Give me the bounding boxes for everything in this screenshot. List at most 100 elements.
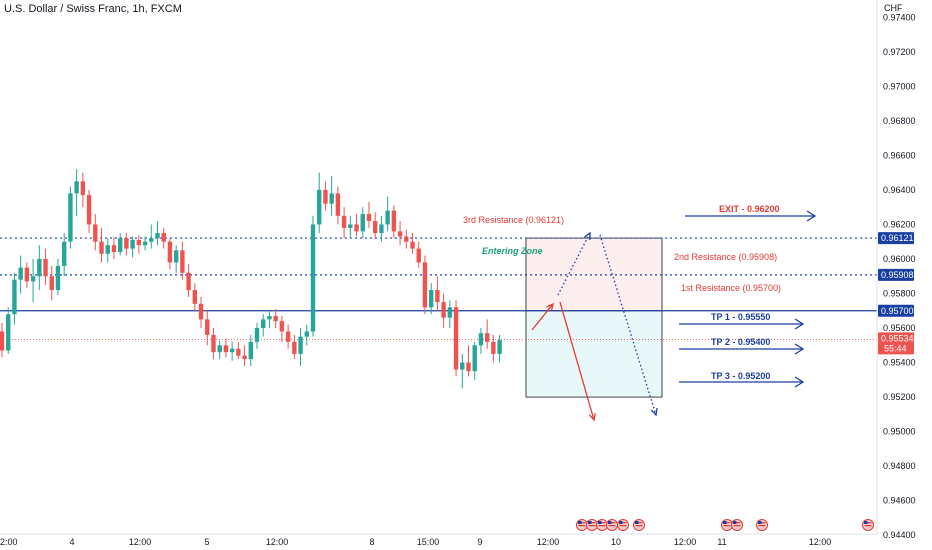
candle-body: [205, 319, 210, 335]
candle-body: [497, 340, 502, 354]
level-price-tag: [878, 268, 914, 281]
red-arrow-up: [531, 303, 554, 331]
candle-body: [298, 336, 303, 354]
candle-body: [397, 231, 403, 237]
exit-label: EXIT - 0.96200: [719, 204, 780, 214]
flag-canton: [588, 521, 592, 524]
resistance-zone: [525, 237, 663, 312]
candles: [0, 169, 502, 389]
tp1-label: TP 1 - 0.95550: [711, 312, 770, 322]
candle-body: [460, 362, 465, 370]
flag-stripe: [864, 525, 872, 527]
level-price-tag: [878, 232, 914, 245]
candle-body: [155, 233, 160, 239]
y-tick-label: 0.97000: [883, 81, 916, 91]
candle-body: [198, 303, 204, 320]
flag-stripe: [578, 522, 586, 524]
candle-body: [236, 348, 241, 356]
candle-body: [124, 238, 129, 249]
candle-body: [24, 267, 30, 282]
candle-body: [117, 238, 123, 253]
flag-canton: [619, 521, 623, 524]
entry-zones: [525, 237, 663, 398]
economic-events: [576, 519, 874, 531]
price-axis[interactable]: 0.97400 0.97200 0.97000 0.96800 0.96600 0.964…: [883, 12, 916, 540]
candle-body: [360, 214, 365, 232]
level-price-tag-text: 0.95908: [881, 270, 914, 280]
y-tick-label: 0.94800: [883, 461, 916, 471]
x-tick-label: 12:00: [129, 537, 152, 547]
candle-body: [18, 267, 23, 280]
candle-body: [80, 181, 86, 196]
candle-body: [74, 181, 79, 194]
candle-body: [93, 224, 98, 242]
y-tick-label: 0.95600: [883, 323, 916, 333]
x-tick-label: 12:00: [674, 537, 697, 547]
flag-stripe: [733, 525, 741, 527]
flag-stripe: [608, 525, 616, 527]
flag-stripe: [635, 522, 643, 524]
flag-stripe: [723, 525, 731, 527]
candle-body: [86, 195, 92, 225]
time-axis[interactable]: 2:00 4 12:00 5 12:00 8 15:00 9 12:00 10 12:00 11 12:…: [0, 537, 831, 547]
y-tick-label: 0.94600: [883, 496, 916, 506]
flag-stripe: [619, 525, 627, 527]
candle-body: [186, 272, 191, 291]
y-tick-label: 0.95400: [883, 358, 916, 368]
projection-arrows: [531, 231, 658, 422]
flag-stripe: [733, 522, 741, 524]
x-tick-label: 11: [717, 537, 726, 547]
candle-body: [329, 193, 334, 204]
target-zone: [525, 310, 663, 398]
target-arrow-head: [794, 318, 805, 330]
candle-body: [173, 250, 179, 263]
y-tick-label: 0.95800: [883, 288, 916, 298]
level-price-tag-text: 0.96121: [881, 233, 914, 243]
candle-body: [149, 238, 154, 242]
candle-body: [142, 241, 148, 246]
candle-body: [416, 248, 421, 263]
candle-body: [6, 314, 11, 351]
candle-body: [478, 333, 484, 346]
candle-body: [229, 348, 235, 353]
candle-body: [161, 233, 166, 242]
tp2-label: TP 2 - 0.95400: [711, 337, 770, 347]
x-tick-label: 15:00: [417, 537, 440, 547]
candle-body: [99, 241, 104, 254]
candle-body: [211, 334, 216, 353]
candle-body: [341, 215, 347, 228]
current-price-tag-text: 0.95534: [881, 333, 914, 343]
y-tick-label: 0.96600: [883, 150, 916, 160]
annotations: 3rd Resistance (0.96121) 2nd Resistance (…: [463, 204, 817, 388]
y-tick-label: 0.96800: [883, 116, 916, 126]
x-tick-label: 2:00: [0, 537, 18, 547]
flag-canton: [733, 521, 737, 524]
x-tick-label: 12:00: [809, 537, 832, 547]
flag-canton: [758, 521, 762, 524]
first-resistance-label: 1st Resistance (0.95700): [681, 283, 781, 293]
candle-body: [279, 321, 285, 332]
target-arrow-head: [794, 376, 805, 388]
candle-body: [491, 341, 496, 354]
candle-body: [385, 210, 390, 225]
candle-body: [441, 302, 446, 318]
x-tick-label: 12:00: [266, 537, 289, 547]
candle-body: [254, 328, 260, 342]
candle-body: [68, 193, 73, 242]
level-price-tag: [878, 304, 914, 317]
candle-body: [466, 362, 471, 372]
candle-body: [248, 341, 253, 360]
candle-body: [273, 315, 278, 322]
chart-title: U.S. Dollar / Swiss Franc, 1h, FXCM: [4, 3, 182, 15]
flag-canton: [598, 521, 602, 524]
candle-body: [323, 189, 328, 204]
second-resistance-label: 2nd Resistance (0.95908): [674, 252, 777, 262]
x-tick-label: 12:00: [537, 537, 560, 547]
candle-body: [422, 262, 428, 308]
candle-body: [428, 290, 434, 308]
resistance-levels: [0, 237, 877, 340]
candle-body: [391, 210, 397, 232]
flag-stripe: [864, 522, 872, 524]
candle-body: [136, 239, 142, 246]
